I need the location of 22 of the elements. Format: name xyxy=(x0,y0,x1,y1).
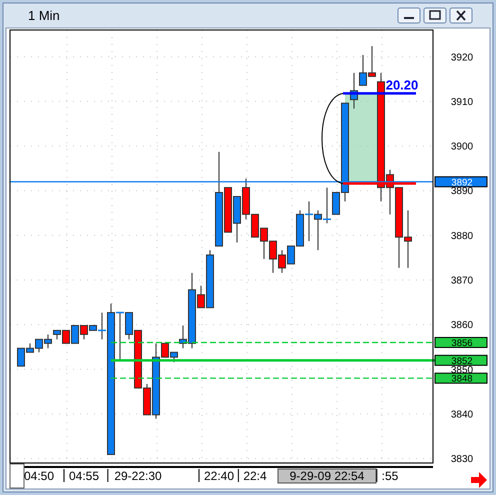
x-tick-label: 29-22:30 xyxy=(114,469,162,483)
y-tick-label: 3920 xyxy=(450,52,474,64)
y-tick-label: 3890 xyxy=(450,186,474,198)
x-tick-label: :55 xyxy=(382,469,399,483)
y-tick-label: 3900 xyxy=(450,142,474,153)
x-tick-label: 22:4 xyxy=(243,469,267,483)
ref-line-label: 3892 xyxy=(451,177,473,188)
y-tick-label: 3910 xyxy=(450,96,474,108)
annotation: 20.20 xyxy=(386,77,418,92)
x-tick-label: 04:50 xyxy=(24,469,54,483)
ref-line-label: 3856 xyxy=(451,338,473,349)
chart-title: 1 Min xyxy=(28,8,60,23)
y-tick-label: 3840 xyxy=(450,409,474,420)
ref-line-label: 3848 xyxy=(451,374,473,385)
x-tick-label: 22:40 xyxy=(204,469,234,483)
y-tick-label: 3860 xyxy=(450,320,474,332)
y-tick-label: 3870 xyxy=(450,275,474,286)
x-tick-label: 04:55 xyxy=(68,469,100,483)
text: 9-29-09 22:54 xyxy=(290,469,365,483)
ref-line-label: 3852 xyxy=(451,356,473,367)
y-tick-label: 3880 xyxy=(450,230,474,242)
y-tick-label: 3830 xyxy=(450,454,474,466)
